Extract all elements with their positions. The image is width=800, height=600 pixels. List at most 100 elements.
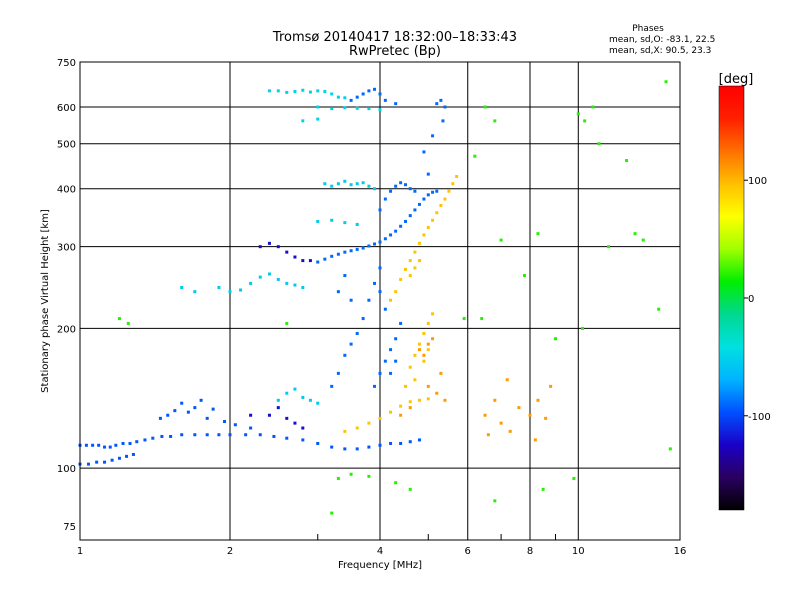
data-point [285,250,289,254]
data-point [330,107,334,111]
data-point [355,106,359,110]
data-point [239,288,243,292]
data-point [336,371,340,375]
data-point [426,342,430,346]
data-point [158,416,162,420]
data-point [343,250,347,254]
data-point [126,321,130,325]
data-point [394,229,398,233]
data-point [443,197,447,201]
colorbar-tick-label: -100 [748,412,771,423]
data-point [422,359,426,363]
data-point [533,438,537,442]
data-point [367,474,371,478]
data-point [355,95,359,99]
data-point [199,398,203,402]
data-point [383,359,387,363]
data-point [493,119,497,123]
data-point [180,433,184,437]
data-point [131,452,135,456]
data-point [431,312,435,316]
data-point [389,189,393,193]
data-point [343,96,347,100]
y-tick-label: 500 [57,140,76,151]
data-point [447,189,451,193]
data-point [151,436,155,440]
data-point [285,416,289,420]
data-point [343,274,347,278]
data-point [408,406,412,410]
data-point [367,445,371,449]
data-point [336,95,340,99]
data-point [249,413,253,417]
data-point [267,413,271,417]
data-point [205,433,209,437]
data-point [499,238,503,242]
data-point [389,348,393,352]
chart-title: Tromsø 20140417 18:32:00–18:33:43 [272,30,517,45]
data-point [399,441,403,445]
data-point [169,434,173,438]
data-point [367,184,371,188]
y-axis-label: Stationary phase Virtual Height [km] [40,209,51,393]
data-point [349,342,353,346]
data-point [408,259,412,263]
data-point [403,219,407,223]
data-point [413,378,417,382]
data-point [367,244,371,248]
data-point [336,290,340,294]
phases-line-o: mean, sd,O: -83.1, 22.5 [609,35,715,45]
y-tick-label: 600 [57,103,76,114]
data-point [173,409,177,413]
data-point [641,238,645,242]
data-point [373,242,377,246]
data-point [394,184,398,188]
y-tick-label: 400 [57,185,76,196]
data-point [301,119,305,123]
data-point [417,241,421,245]
data-point [95,460,99,464]
data-point [361,92,365,96]
data-point [180,286,184,290]
data-point [441,119,445,123]
data-point [193,433,197,437]
data-point [473,154,477,158]
x-tick-label: 16 [674,546,687,557]
data-point [84,443,88,447]
plot-frame [79,61,681,541]
data-point [343,353,347,357]
x-tick-label: 1 [77,546,83,557]
data-point [378,371,382,375]
data-point [316,441,320,445]
data-point [186,410,190,414]
data-point [330,218,334,222]
data-point [536,232,540,236]
data-point [417,202,421,206]
data-point [431,134,435,138]
data-point [413,266,417,270]
data-point [223,420,227,424]
data-point [361,246,365,250]
data-point [399,181,403,185]
data-point [336,252,340,256]
data-point [389,441,393,445]
data-point [91,443,95,447]
data-point [541,487,545,491]
data-point [361,317,365,321]
data-point [431,218,435,222]
data-point [316,105,320,109]
data-point [128,441,132,445]
data-point [355,222,359,226]
data-point [293,283,297,287]
data-point [413,208,417,212]
data-point [408,187,412,191]
data-point [408,214,412,218]
data-point [394,290,398,294]
data-point [607,245,611,249]
data-point [417,342,421,346]
data-point [301,426,305,430]
data-point [355,182,359,186]
data-point [422,197,426,201]
data-point [505,378,509,382]
data-point [330,384,334,388]
